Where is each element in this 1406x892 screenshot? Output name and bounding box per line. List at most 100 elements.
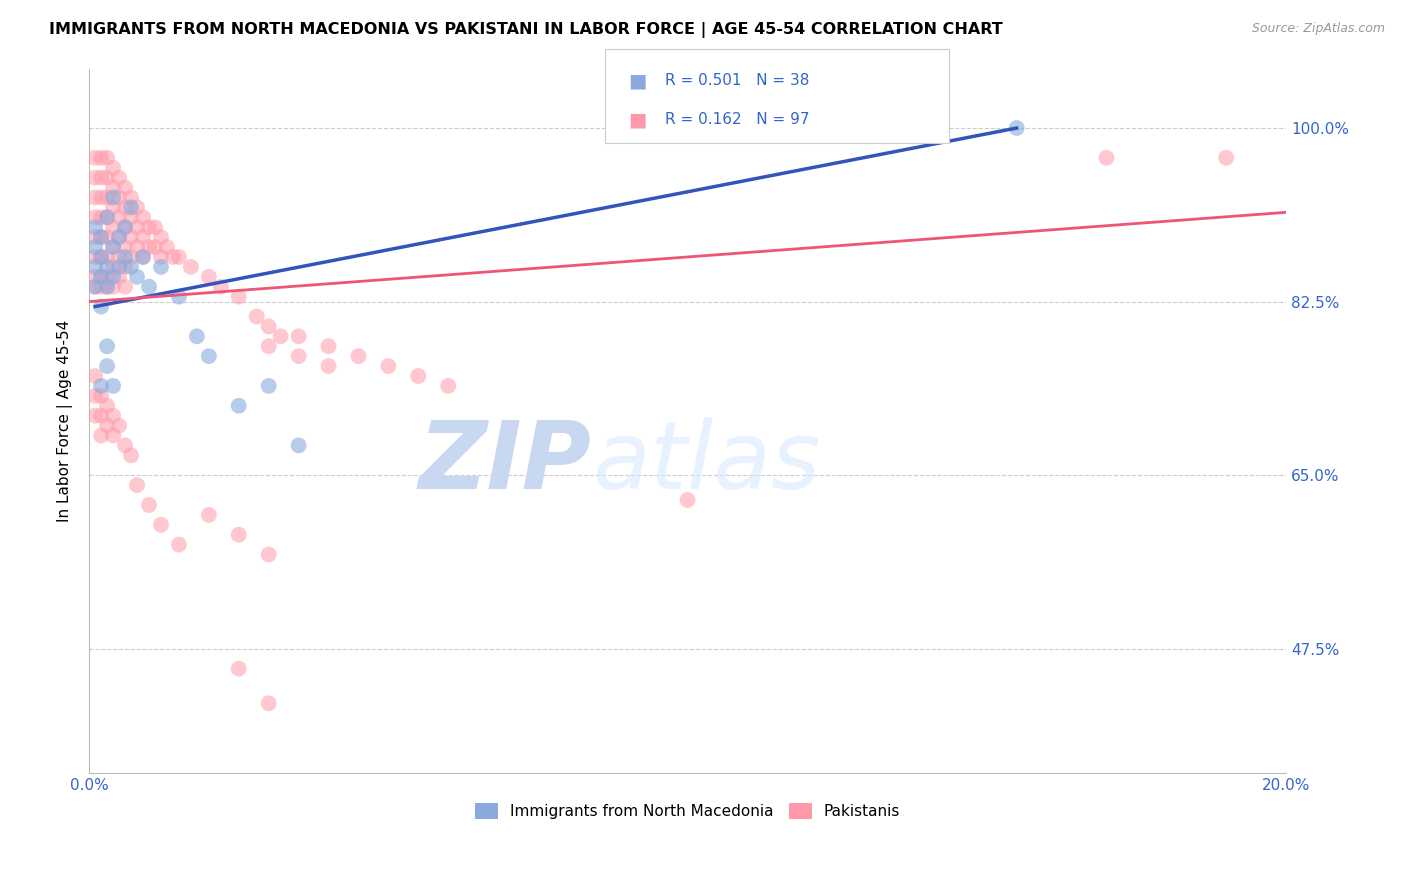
Pakistanis	[180, 260, 202, 274]
Pakistanis	[156, 240, 179, 254]
Pakistanis	[149, 250, 172, 264]
Pakistanis	[125, 478, 148, 492]
Text: ■: ■	[628, 71, 647, 90]
Immigrants from North Macedonia	[108, 260, 131, 274]
Pakistanis	[132, 250, 155, 264]
Pakistanis	[96, 211, 118, 225]
Pakistanis	[90, 269, 112, 284]
Pakistanis	[84, 389, 107, 403]
Pakistanis	[90, 170, 112, 185]
Pakistanis	[96, 269, 118, 284]
Pakistanis	[84, 211, 107, 225]
Pakistanis	[96, 279, 118, 293]
Immigrants from North Macedonia	[90, 300, 112, 314]
Text: ZIP: ZIP	[419, 417, 592, 508]
Pakistanis	[84, 409, 107, 423]
Pakistanis	[270, 329, 292, 343]
Immigrants from North Macedonia	[114, 220, 136, 235]
Immigrants from North Macedonia	[101, 190, 124, 204]
Pakistanis	[96, 170, 118, 185]
Pakistanis	[287, 329, 309, 343]
Pakistanis	[676, 493, 699, 508]
Y-axis label: In Labor Force | Age 45-54: In Labor Force | Age 45-54	[58, 319, 73, 522]
Pakistanis	[125, 240, 148, 254]
Pakistanis	[114, 200, 136, 214]
Pakistanis	[90, 409, 112, 423]
Pakistanis	[198, 508, 221, 522]
Text: R = 0.162   N = 97: R = 0.162 N = 97	[665, 112, 810, 128]
Pakistanis	[101, 200, 124, 214]
Pakistanis	[101, 220, 124, 235]
Text: IMMIGRANTS FROM NORTH MACEDONIA VS PAKISTANI IN LABOR FORCE | AGE 45-54 CORRELAT: IMMIGRANTS FROM NORTH MACEDONIA VS PAKIS…	[49, 22, 1002, 38]
Pakistanis	[101, 180, 124, 194]
Pakistanis	[120, 448, 142, 462]
Immigrants from North Macedonia	[915, 121, 938, 136]
Pakistanis	[120, 250, 142, 264]
Pakistanis	[114, 180, 136, 194]
Immigrants from North Macedonia	[90, 230, 112, 244]
Pakistanis	[347, 349, 370, 363]
Pakistanis	[257, 319, 280, 334]
Pakistanis	[120, 211, 142, 225]
Pakistanis	[101, 409, 124, 423]
Pakistanis	[90, 428, 112, 442]
Pakistanis	[143, 220, 166, 235]
Immigrants from North Macedonia	[90, 269, 112, 284]
Pakistanis	[120, 190, 142, 204]
Immigrants from North Macedonia	[287, 438, 309, 452]
Pakistanis	[90, 211, 112, 225]
Pakistanis	[108, 230, 131, 244]
Pakistanis	[90, 279, 112, 293]
Pakistanis	[96, 418, 118, 433]
Pakistanis	[108, 269, 131, 284]
Immigrants from North Macedonia	[114, 250, 136, 264]
Pakistanis	[287, 349, 309, 363]
Immigrants from North Macedonia	[198, 349, 221, 363]
Immigrants from North Macedonia	[90, 250, 112, 264]
Pakistanis	[114, 279, 136, 293]
Pakistanis	[228, 290, 250, 304]
Pakistanis	[108, 418, 131, 433]
Pakistanis	[143, 240, 166, 254]
Pakistanis	[138, 498, 160, 512]
Pakistanis	[125, 200, 148, 214]
Pakistanis	[257, 696, 280, 710]
Pakistanis	[90, 230, 112, 244]
Pakistanis	[437, 379, 460, 393]
Pakistanis	[101, 260, 124, 274]
Pakistanis	[406, 369, 429, 384]
Text: R = 0.501   N = 38: R = 0.501 N = 38	[665, 73, 810, 88]
Immigrants from North Macedonia	[120, 200, 142, 214]
Pakistanis	[138, 240, 160, 254]
Pakistanis	[101, 161, 124, 175]
Immigrants from North Macedonia	[132, 250, 155, 264]
Pakistanis	[209, 279, 232, 293]
Pakistanis	[84, 230, 107, 244]
Pakistanis	[228, 527, 250, 541]
Pakistanis	[96, 399, 118, 413]
Legend: Immigrants from North Macedonia, Pakistanis: Immigrants from North Macedonia, Pakista…	[468, 797, 907, 825]
Pakistanis	[257, 339, 280, 353]
Pakistanis	[120, 230, 142, 244]
Pakistanis	[377, 359, 399, 373]
Immigrants from North Macedonia	[101, 379, 124, 393]
Pakistanis	[90, 151, 112, 165]
Immigrants from North Macedonia	[108, 230, 131, 244]
Immigrants from North Macedonia	[120, 260, 142, 274]
Immigrants from North Macedonia	[84, 279, 107, 293]
Pakistanis	[84, 369, 107, 384]
Immigrants from North Macedonia	[90, 379, 112, 393]
Immigrants from North Macedonia	[101, 240, 124, 254]
Text: ■: ■	[628, 110, 647, 129]
Pakistanis	[108, 170, 131, 185]
Immigrants from North Macedonia	[856, 121, 879, 136]
Pakistanis	[108, 190, 131, 204]
Pakistanis	[167, 538, 190, 552]
Pakistanis	[114, 438, 136, 452]
Pakistanis	[257, 548, 280, 562]
Pakistanis	[90, 389, 112, 403]
Immigrants from North Macedonia	[101, 269, 124, 284]
Pakistanis	[132, 230, 155, 244]
Pakistanis	[162, 250, 184, 264]
Pakistanis	[84, 279, 107, 293]
